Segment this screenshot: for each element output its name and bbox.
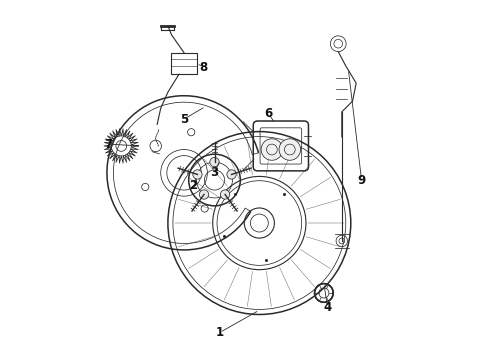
Circle shape bbox=[199, 190, 209, 199]
Text: 6: 6 bbox=[264, 107, 272, 120]
Bar bbox=[172, 53, 196, 74]
Circle shape bbox=[210, 157, 219, 167]
Text: 5: 5 bbox=[180, 113, 188, 126]
Text: 7: 7 bbox=[105, 138, 113, 150]
Circle shape bbox=[227, 170, 236, 179]
Circle shape bbox=[193, 170, 202, 179]
Circle shape bbox=[220, 190, 230, 199]
Text: 1: 1 bbox=[216, 326, 224, 339]
Text: 3: 3 bbox=[211, 166, 219, 179]
Text: 8: 8 bbox=[199, 60, 208, 73]
Circle shape bbox=[279, 139, 300, 160]
Circle shape bbox=[261, 139, 283, 160]
Text: 9: 9 bbox=[357, 174, 366, 186]
Text: 2: 2 bbox=[189, 179, 197, 192]
Text: 4: 4 bbox=[323, 301, 332, 314]
